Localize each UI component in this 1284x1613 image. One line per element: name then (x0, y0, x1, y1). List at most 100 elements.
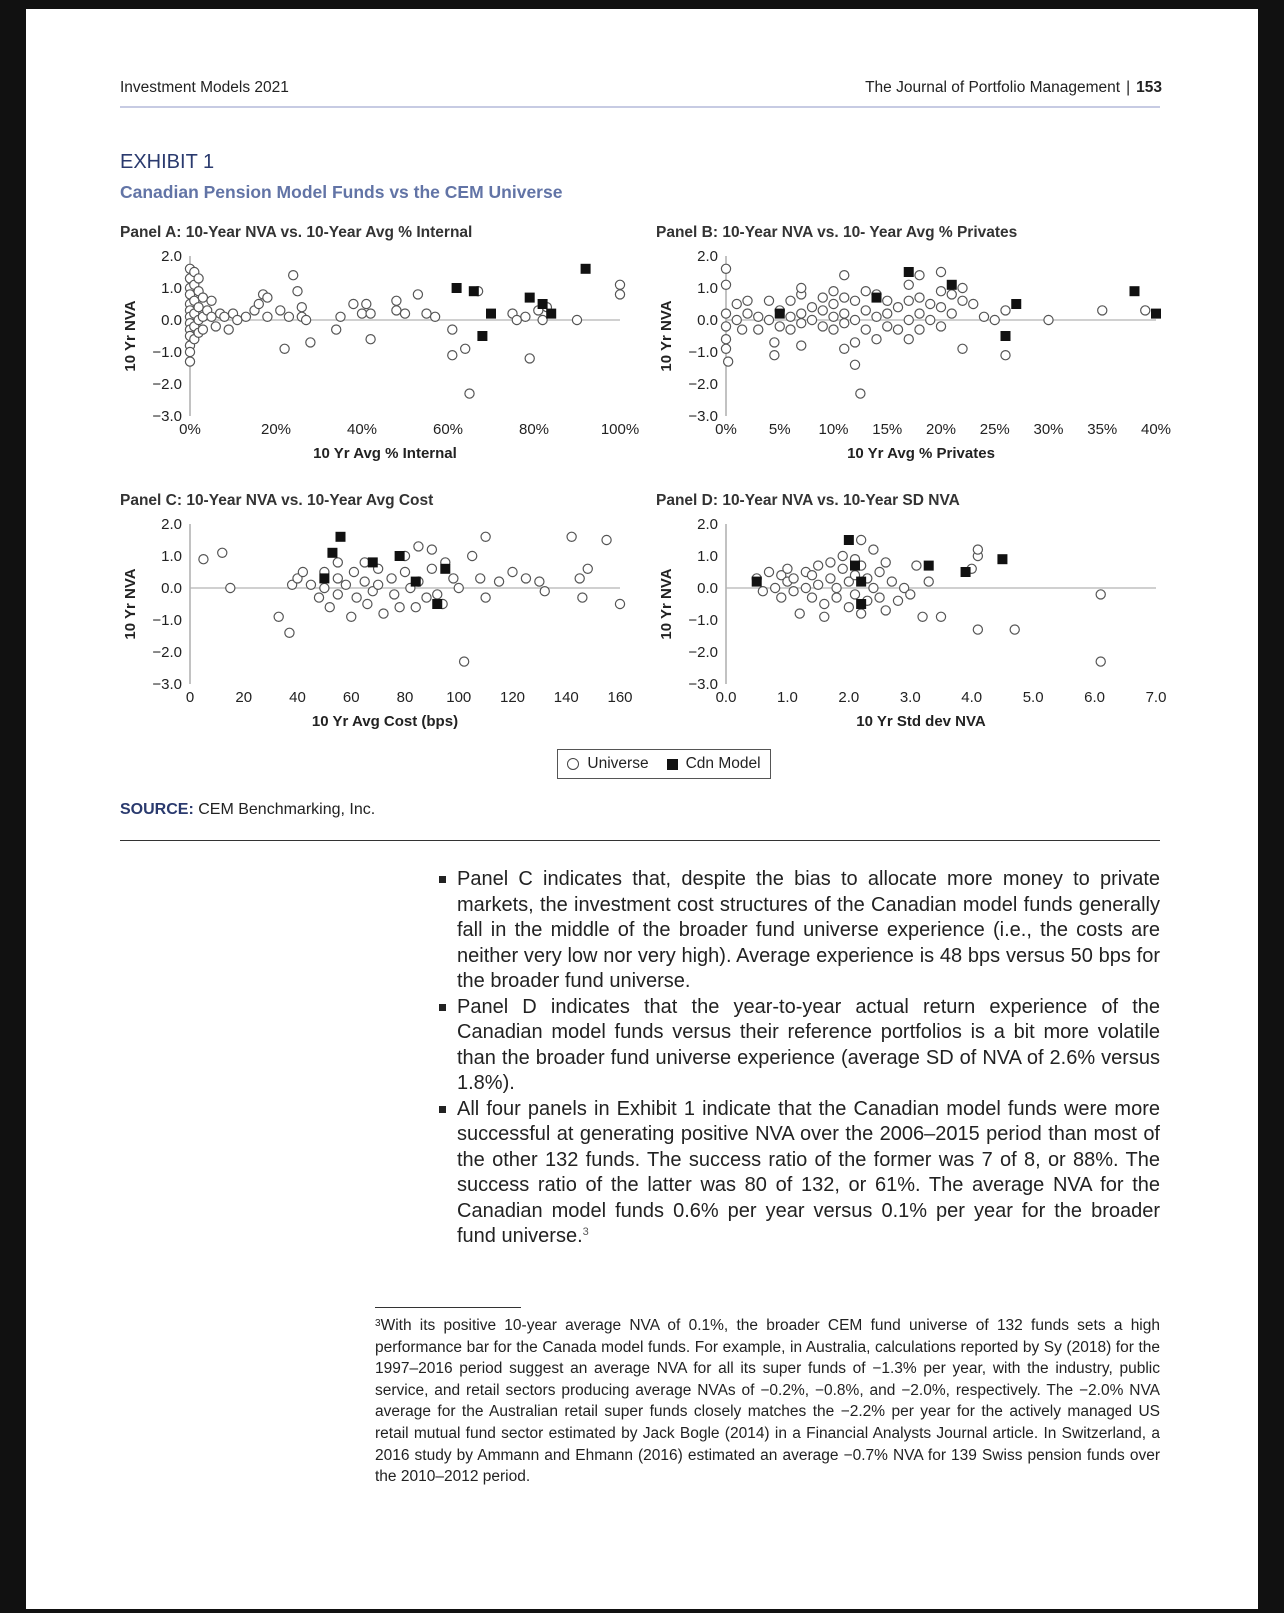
universe-point (1095, 656, 1106, 667)
x-tick-label: 3.0 (900, 689, 921, 706)
universe-point (796, 282, 807, 294)
universe-point (812, 560, 824, 571)
universe-point (871, 333, 882, 345)
cdn-model-point (751, 576, 762, 587)
y-tick-label: −2.0 (152, 644, 182, 661)
universe-point (828, 298, 839, 310)
y-axis-title: 10 Yr NVA (658, 300, 675, 371)
universe-point (753, 324, 764, 335)
universe-point (297, 566, 309, 578)
universe-point (882, 308, 893, 319)
cdn-model-point (1129, 286, 1140, 297)
universe-point (351, 592, 362, 603)
x-axis-title: 10 Yr Avg Cost (bps) (312, 713, 458, 730)
universe-point (391, 305, 402, 316)
universe-point (394, 601, 405, 613)
universe-point (736, 324, 748, 335)
universe-point (197, 292, 209, 303)
universe-point (800, 582, 812, 594)
universe-point (782, 563, 793, 575)
bullet-item: All four panels in Exhibit 1 indicate th… (439, 1097, 1160, 1250)
universe-point (240, 311, 252, 323)
universe-point (262, 292, 273, 303)
y-tick-label: −3.0 (688, 408, 718, 425)
universe-point (346, 611, 357, 623)
universe-point (305, 579, 317, 591)
universe-point (475, 573, 486, 584)
y-tick-label: −1.0 (688, 344, 718, 361)
footnote-reference[interactable]: 3 (582, 1226, 589, 1238)
universe-point (722, 356, 734, 367)
universe-point (198, 554, 209, 565)
universe-point (839, 270, 850, 281)
universe-point (466, 550, 478, 562)
universe-point (831, 582, 842, 594)
universe-point (785, 324, 796, 335)
legend-model-label: Cdn Model (685, 755, 761, 772)
universe-point (796, 340, 807, 351)
universe-point (812, 579, 824, 591)
universe-point (776, 570, 787, 581)
universe-point (972, 624, 984, 635)
universe-point (978, 311, 990, 323)
universe-point (892, 595, 904, 607)
model-marker-icon (666, 758, 678, 770)
cdn-model-point (856, 599, 867, 609)
source-text: CEM Benchmarking, Inc. (198, 801, 376, 818)
universe-point (776, 592, 787, 603)
panel-d-title: Panel D: 10-Year NVA vs. 10-Year SD NVA (656, 492, 960, 509)
universe-point (524, 353, 535, 364)
universe-point (365, 333, 376, 345)
panel-a-chart: Panel A: 10-Year NVA vs. 10-Year Avg % I… (120, 224, 640, 484)
universe-point (493, 576, 505, 587)
universe-point (614, 598, 626, 610)
source-label: SOURCE: (120, 801, 194, 818)
universe-point (601, 534, 612, 546)
universe-point (839, 317, 850, 329)
universe-point (828, 286, 839, 297)
universe-point (898, 582, 910, 594)
universe-point (1000, 349, 1011, 361)
universe-point (785, 295, 796, 307)
cdn-model-point (546, 308, 557, 319)
universe-point (372, 579, 384, 591)
bullet-item: Panel D indicates that the year-to-year … (439, 995, 1160, 1097)
x-axis-title: 10 Yr Avg % Internal (313, 445, 457, 462)
panel-c-plot: 2.0 1.0 0.0 −1.0 −2.0 −3.00 20 40 60 80 100 120 140 1… (122, 516, 633, 730)
universe-point (806, 314, 818, 326)
universe-point (577, 592, 588, 603)
x-tick-label: 80% (519, 421, 549, 438)
universe-point (868, 544, 879, 555)
y-tick-label: 0.0 (161, 312, 182, 329)
universe-point (332, 557, 344, 568)
universe-point (849, 589, 861, 600)
panel-b-plot: 2.0 1.0 0.0 −1.0 −2.0 −3.00% 5% 10% 15% 20% 25% 30%… (658, 248, 1171, 462)
y-tick-label: −2.0 (152, 376, 182, 393)
exhibit-title: Canadian Pension Model Funds vs the CEM … (120, 182, 563, 202)
universe-point (447, 324, 458, 335)
universe-point (843, 576, 855, 587)
universe-point (935, 302, 947, 313)
universe-point (905, 589, 916, 600)
x-tick-label: 20 (235, 689, 252, 706)
universe-point (217, 547, 228, 559)
x-axis-title: 10 Yr Avg % Privates (847, 445, 995, 462)
journal-name: The Journal of Portfolio Management (865, 79, 1121, 96)
universe-point (849, 359, 861, 371)
y-tick-label: −3.0 (688, 676, 718, 693)
universe-point (284, 627, 295, 639)
universe-point (399, 308, 411, 319)
universe-point (957, 282, 968, 294)
bullet-item: Panel C indicates that, despite the bias… (439, 867, 1160, 995)
universe-point (794, 608, 805, 619)
y-tick-label: −2.0 (688, 376, 718, 393)
universe-point (571, 314, 583, 326)
universe-point (925, 314, 936, 326)
universe-point (828, 311, 839, 323)
footnote-mark: 3 (375, 1318, 381, 1329)
universe-point (1140, 305, 1151, 316)
universe-point (769, 349, 780, 361)
universe-point (283, 311, 295, 323)
universe-point (903, 279, 914, 291)
universe-point (720, 333, 732, 345)
